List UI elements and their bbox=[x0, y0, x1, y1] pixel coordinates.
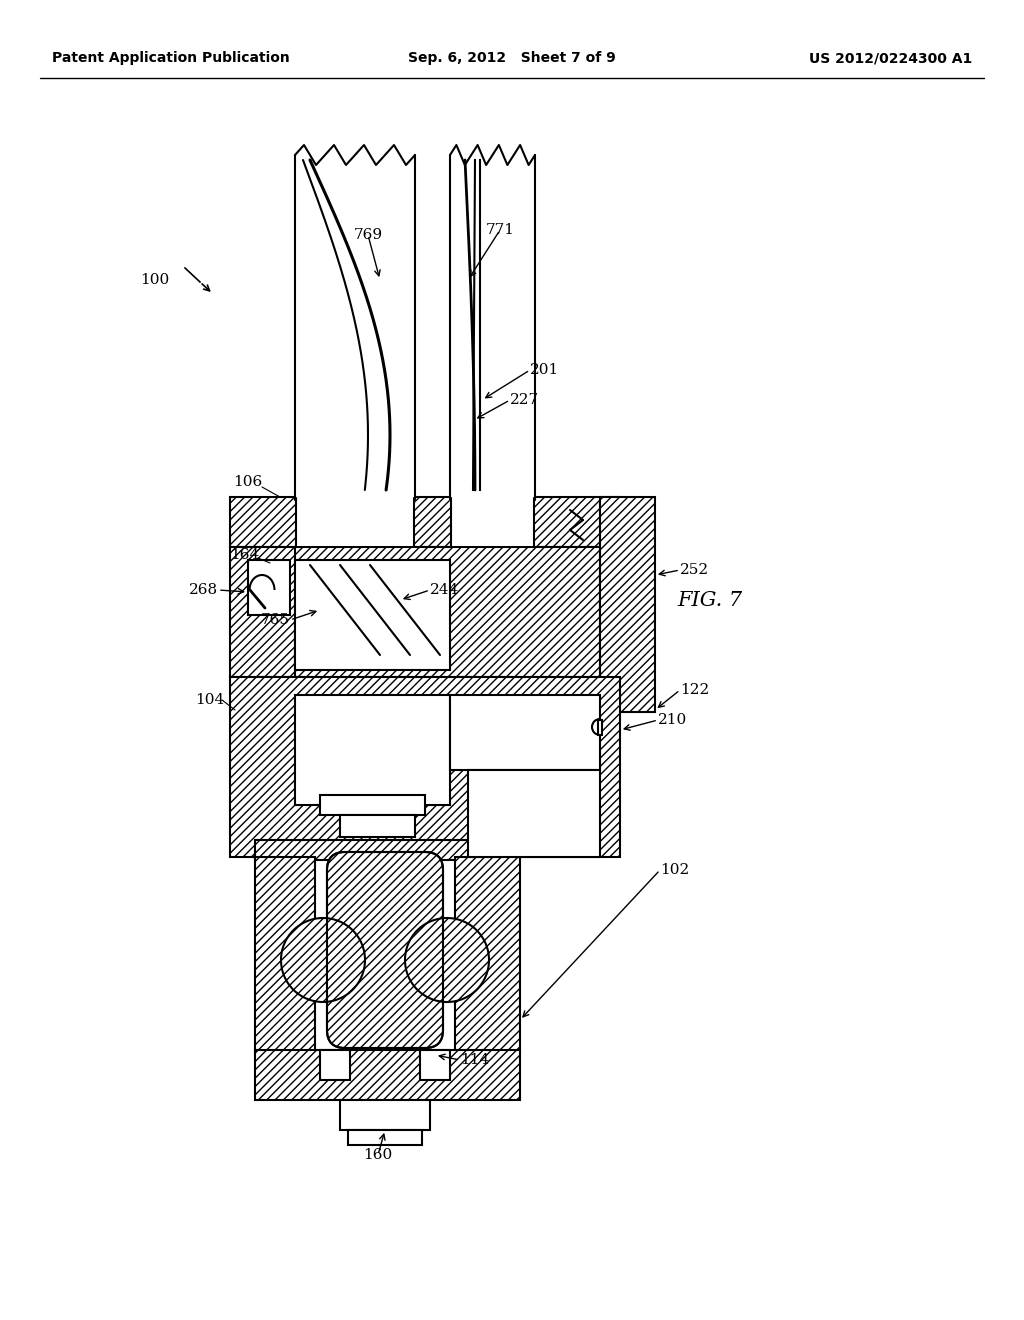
Bar bbox=[295, 546, 600, 677]
Bar bbox=[295, 696, 450, 805]
Text: 102: 102 bbox=[660, 863, 689, 876]
Text: 771: 771 bbox=[485, 223, 514, 238]
Bar bbox=[255, 1049, 520, 1100]
Bar bbox=[340, 1100, 430, 1130]
Bar bbox=[296, 156, 414, 499]
Text: 210: 210 bbox=[658, 713, 687, 727]
Text: 164: 164 bbox=[230, 548, 260, 562]
Bar bbox=[295, 154, 415, 500]
Bar bbox=[450, 696, 600, 770]
Bar bbox=[255, 840, 515, 861]
Text: 227: 227 bbox=[510, 393, 539, 407]
Text: FIG. 7: FIG. 7 bbox=[678, 590, 742, 610]
Bar bbox=[598, 719, 602, 735]
Text: 100: 100 bbox=[140, 273, 170, 286]
Bar bbox=[356, 898, 414, 1002]
Text: 106: 106 bbox=[233, 475, 262, 488]
Text: 160: 160 bbox=[364, 1148, 392, 1162]
Bar bbox=[230, 677, 620, 857]
Text: US 2012/0224300 A1: US 2012/0224300 A1 bbox=[809, 51, 972, 65]
Text: 765: 765 bbox=[261, 612, 290, 627]
Bar bbox=[600, 498, 655, 711]
Bar bbox=[451, 156, 534, 499]
Text: 104: 104 bbox=[196, 693, 224, 708]
Text: 201: 201 bbox=[530, 363, 559, 378]
Bar bbox=[230, 498, 620, 546]
Bar bbox=[450, 154, 535, 500]
Bar bbox=[248, 560, 290, 615]
Bar bbox=[455, 857, 520, 1052]
Text: 122: 122 bbox=[680, 682, 710, 697]
Text: 114: 114 bbox=[460, 1053, 489, 1067]
Bar bbox=[420, 1049, 450, 1080]
Text: 252: 252 bbox=[680, 564, 710, 577]
Text: 769: 769 bbox=[353, 228, 383, 242]
Text: 244: 244 bbox=[430, 583, 459, 597]
Text: Sep. 6, 2012   Sheet 7 of 9: Sep. 6, 2012 Sheet 7 of 9 bbox=[409, 51, 615, 65]
Bar bbox=[319, 1049, 350, 1080]
FancyBboxPatch shape bbox=[327, 851, 443, 1048]
Bar bbox=[319, 795, 425, 814]
Text: 268: 268 bbox=[188, 583, 218, 597]
Circle shape bbox=[281, 917, 365, 1002]
Bar bbox=[468, 770, 600, 857]
Circle shape bbox=[406, 917, 489, 1002]
Bar bbox=[295, 560, 450, 671]
Bar bbox=[348, 1130, 422, 1144]
Bar bbox=[296, 498, 414, 546]
Text: Patent Application Publication: Patent Application Publication bbox=[52, 51, 290, 65]
Bar bbox=[230, 546, 300, 677]
Bar bbox=[255, 857, 315, 1052]
Bar bbox=[340, 814, 415, 837]
Bar bbox=[451, 498, 534, 546]
